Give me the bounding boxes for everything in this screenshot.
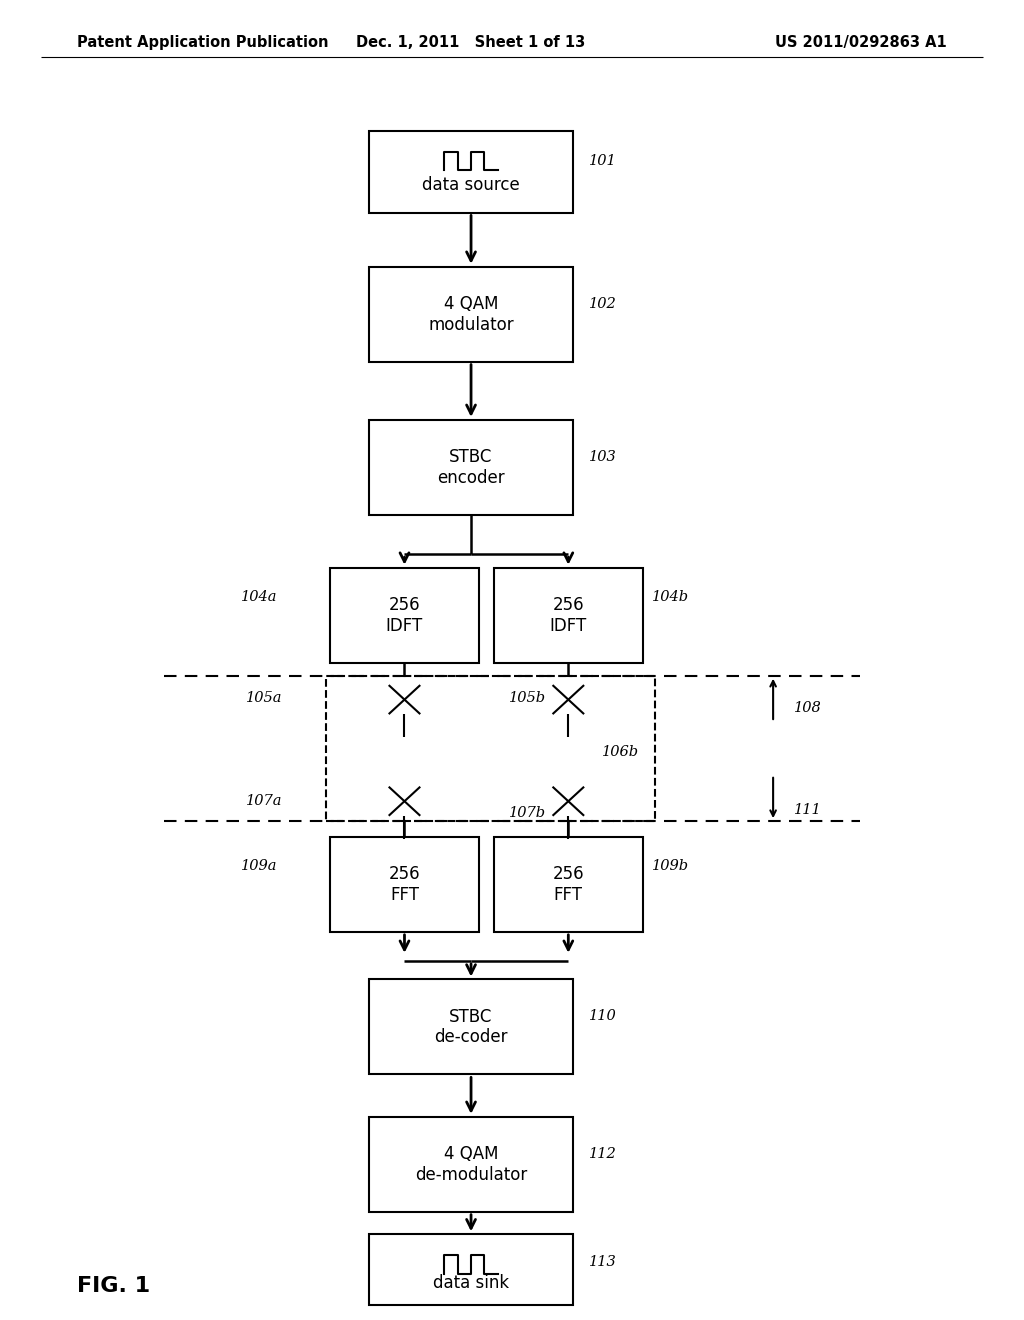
Text: 256
FFT: 256 FFT <box>389 865 420 904</box>
Text: 256
FFT: 256 FFT <box>553 865 584 904</box>
Text: 104b: 104b <box>652 590 689 603</box>
Text: 105b: 105b <box>509 692 546 705</box>
Text: STBC
de-coder: STBC de-coder <box>434 1007 508 1047</box>
Text: data sink: data sink <box>433 1274 509 1292</box>
Text: US 2011/0292863 A1: US 2011/0292863 A1 <box>775 34 947 50</box>
Text: 101: 101 <box>589 154 616 168</box>
Text: 4 QAM
de-modulator: 4 QAM de-modulator <box>415 1144 527 1184</box>
Text: 256
IDFT: 256 IDFT <box>550 595 587 635</box>
Text: FIG. 1: FIG. 1 <box>77 1275 150 1296</box>
FancyBboxPatch shape <box>369 420 573 515</box>
Text: 111: 111 <box>794 804 821 817</box>
Text: 107b: 107b <box>509 807 546 820</box>
Text: 109b: 109b <box>652 859 689 873</box>
Text: 110: 110 <box>589 1010 616 1023</box>
FancyBboxPatch shape <box>330 568 479 663</box>
FancyBboxPatch shape <box>495 837 643 932</box>
FancyBboxPatch shape <box>369 1117 573 1212</box>
Text: 256
IDFT: 256 IDFT <box>386 595 423 635</box>
Text: 113: 113 <box>589 1255 616 1269</box>
FancyBboxPatch shape <box>495 568 643 663</box>
Text: 109a: 109a <box>241 859 278 873</box>
FancyBboxPatch shape <box>369 131 573 213</box>
Text: data source: data source <box>422 176 520 194</box>
Text: 4 QAM
modulator: 4 QAM modulator <box>428 294 514 334</box>
FancyBboxPatch shape <box>369 267 573 362</box>
FancyBboxPatch shape <box>369 979 573 1074</box>
Text: Dec. 1, 2011   Sheet 1 of 13: Dec. 1, 2011 Sheet 1 of 13 <box>356 34 586 50</box>
Text: Patent Application Publication: Patent Application Publication <box>77 34 329 50</box>
Text: 105a: 105a <box>246 692 283 705</box>
Text: 102: 102 <box>589 297 616 310</box>
Text: 107a: 107a <box>246 795 283 808</box>
Text: 112: 112 <box>589 1147 616 1160</box>
Text: 104a: 104a <box>241 590 278 603</box>
Text: 103: 103 <box>589 450 616 463</box>
Text: STBC
encoder: STBC encoder <box>437 447 505 487</box>
Text: 108: 108 <box>794 701 821 714</box>
Bar <box>326 676 655 821</box>
FancyBboxPatch shape <box>369 1234 573 1305</box>
Text: 106b: 106b <box>602 746 639 759</box>
FancyBboxPatch shape <box>330 837 479 932</box>
